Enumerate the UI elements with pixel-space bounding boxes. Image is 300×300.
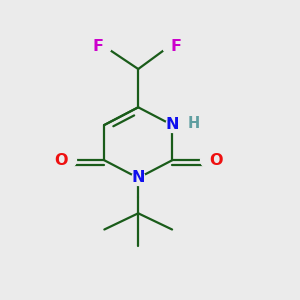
Text: F: F <box>170 39 181 54</box>
Text: N: N <box>131 170 145 185</box>
Text: O: O <box>209 153 222 168</box>
Text: O: O <box>54 153 68 168</box>
Text: F: F <box>92 39 104 54</box>
Text: H: H <box>187 116 200 131</box>
Text: N: N <box>165 118 179 133</box>
